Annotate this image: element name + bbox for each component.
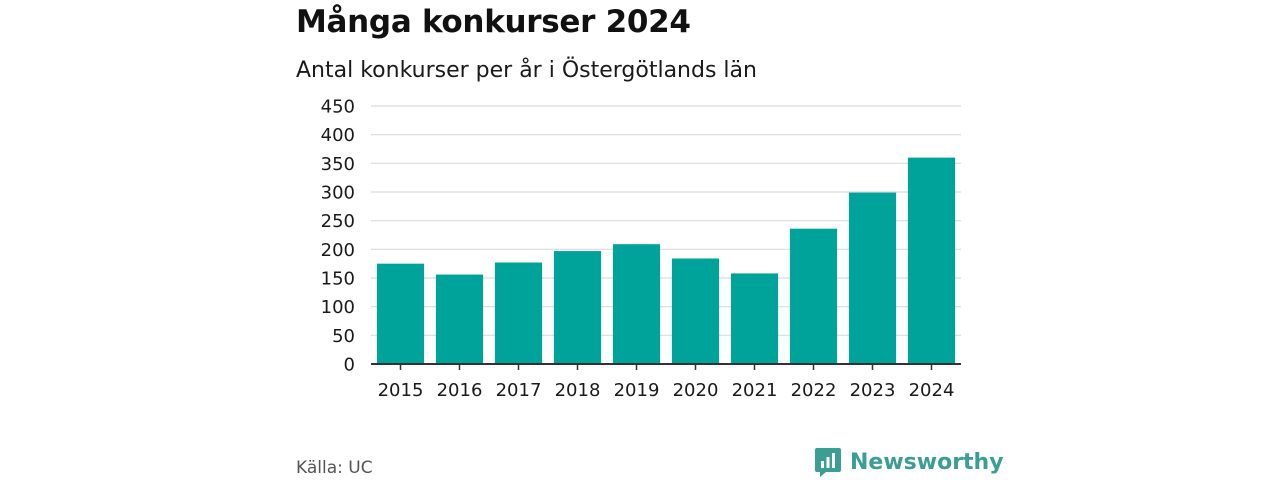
y-tick-label: 150 [321, 269, 355, 290]
y-tick-label: 250 [321, 211, 355, 232]
newsworthy-logo-icon [815, 448, 841, 477]
y-tick-label: 200 [321, 240, 355, 261]
y-tick-label: 0 [344, 355, 355, 376]
chart-subtitle: Antal konkurser per år i Östergötlands l… [296, 58, 757, 83]
x-tick-label: 2024 [909, 380, 955, 401]
source-note: Källa: UC [296, 458, 373, 478]
y-tick-label: 450 [321, 97, 355, 118]
y-tick-label: 50 [332, 326, 355, 347]
x-tick-label: 2016 [437, 380, 483, 401]
brand-logo: Newsworthy [814, 446, 1004, 478]
bar-2020 [671, 258, 720, 364]
bar-chart: 0 50 100 150 200 250 300 350 400 450 2015 2016 2017 2… [321, 97, 961, 401]
x-tick-label: 2019 [614, 380, 660, 401]
bar-2024 [907, 157, 956, 364]
bar-2019 [612, 244, 661, 364]
bar-2023 [848, 192, 897, 364]
bar-2021 [730, 273, 779, 364]
bar-2015 [376, 263, 425, 364]
bar-2022 [789, 228, 838, 364]
x-tick-label: 2022 [791, 380, 837, 401]
x-tick-label: 2021 [732, 380, 778, 401]
bar-2016 [435, 274, 484, 364]
bar-2018 [553, 251, 602, 364]
y-tick-label: 350 [321, 154, 355, 175]
x-tick-label: 2023 [850, 380, 896, 401]
x-tick-label: 2018 [555, 380, 601, 401]
brand-name: Newsworthy [850, 449, 1004, 475]
y-tick-label: 100 [321, 297, 355, 318]
bar-2017 [494, 262, 543, 364]
y-tick-label: 300 [321, 183, 355, 204]
x-tick-label: 2020 [673, 380, 719, 401]
y-tick-label: 400 [321, 125, 355, 146]
x-tick-label: 2017 [496, 380, 542, 401]
x-tick-label: 2015 [378, 380, 424, 401]
chart-title: Många konkurser 2024 [296, 4, 691, 40]
